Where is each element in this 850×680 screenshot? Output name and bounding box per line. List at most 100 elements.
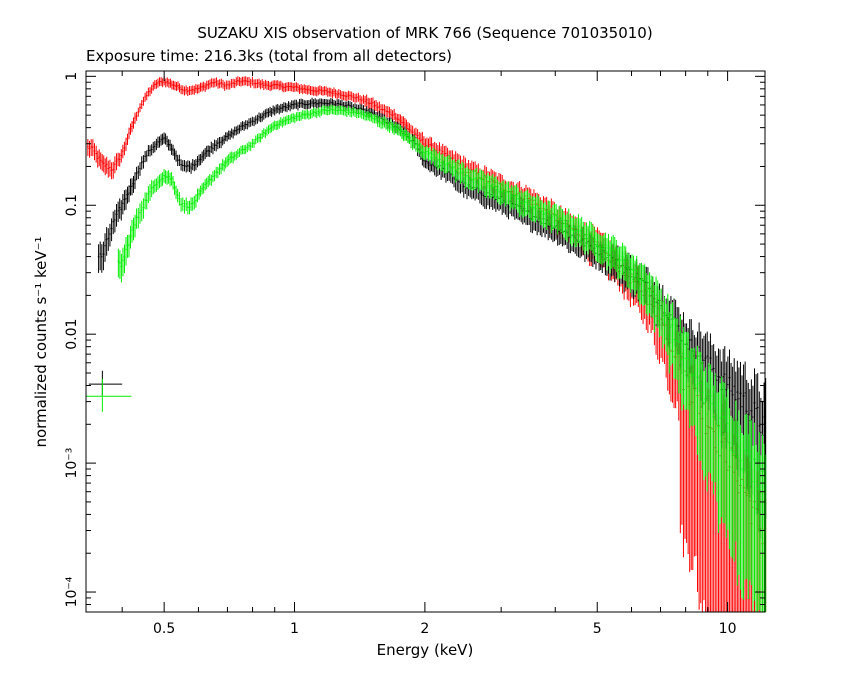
data-point	[653, 276, 668, 352]
data-point	[126, 214, 136, 258]
data-point	[135, 198, 145, 229]
data-point	[753, 422, 767, 612]
data-point	[376, 101, 389, 118]
data-point	[258, 108, 270, 123]
data-point	[135, 96, 145, 121]
data-point	[187, 188, 199, 215]
data-point	[169, 78, 181, 93]
data-point	[117, 189, 127, 222]
data-point	[97, 227, 108, 273]
x-axis-ticks: 0.5 1 2 5 10	[121, 71, 737, 637]
data-point	[205, 77, 221, 90]
data-point	[135, 155, 145, 181]
data-point	[167, 139, 177, 162]
data-point	[152, 136, 161, 154]
data-point	[191, 81, 206, 95]
data-point	[606, 234, 624, 280]
y-tick-label: 10⁻³	[64, 448, 80, 479]
y-tick-label: 10⁻⁴	[64, 576, 80, 607]
data-point	[246, 133, 259, 153]
data-point	[364, 111, 377, 124]
x-tick-label: 0.5	[153, 621, 175, 637]
data-point	[303, 97, 321, 110]
data-point	[107, 153, 118, 180]
data-point	[410, 134, 421, 154]
y-axis-label: normalized counts s⁻¹ keV⁻¹	[32, 236, 50, 447]
data-point	[376, 115, 389, 132]
data-point	[336, 89, 351, 102]
data-point	[320, 86, 337, 99]
data-point	[258, 125, 270, 143]
data-point	[639, 262, 654, 318]
data-point	[566, 208, 588, 255]
data-point	[210, 162, 222, 186]
data-point	[126, 112, 136, 145]
y-tick-label: 0.01	[64, 319, 80, 350]
y-tick-label: 0.1	[64, 194, 80, 216]
data-point	[176, 188, 188, 214]
data-point	[388, 119, 400, 136]
legend-cross-2	[86, 378, 132, 412]
data-point	[198, 145, 211, 166]
data-point	[666, 293, 680, 394]
chart-subtitle: Exposure time: 216.3ks (total from all d…	[86, 47, 452, 65]
data-point	[126, 172, 136, 204]
data-point	[144, 84, 153, 102]
data-point	[180, 85, 192, 97]
chart-title: SUZAKU XIS observation of MRK 766 (Seque…	[197, 24, 652, 42]
data-point	[117, 236, 127, 283]
data-point	[542, 200, 567, 241]
data-point	[679, 316, 697, 437]
data-point	[198, 174, 211, 200]
x-tick-label: 10	[719, 621, 737, 637]
data-point	[696, 345, 718, 502]
y-axis-ticks: 1 0.1 0.01 10⁻³ 10⁻⁴	[64, 72, 765, 613]
data-point	[303, 107, 321, 120]
y-tick-label: 1	[64, 72, 80, 81]
data-point	[160, 132, 168, 148]
series-layer	[87, 76, 767, 612]
data-point	[167, 170, 177, 200]
data-point	[736, 410, 754, 611]
data-point	[420, 143, 434, 165]
data-point	[246, 76, 259, 89]
data-point	[176, 154, 188, 173]
data-point	[320, 104, 337, 116]
data-point	[269, 80, 285, 93]
data-point	[258, 78, 270, 91]
data-point	[233, 144, 247, 161]
data-point	[96, 149, 108, 176]
data-point	[233, 76, 247, 89]
data-point	[717, 376, 737, 562]
legend-crosses	[86, 370, 132, 412]
data-point	[233, 120, 247, 136]
data-point	[587, 220, 607, 265]
data-point	[284, 82, 304, 95]
data-point	[433, 149, 455, 178]
data-point	[269, 102, 285, 117]
data-point	[246, 114, 259, 130]
plot-frame	[85, 70, 766, 613]
data-point	[210, 136, 222, 155]
data-point	[284, 98, 304, 113]
data-point	[350, 106, 365, 120]
data-point	[336, 105, 351, 118]
data-point	[399, 125, 411, 145]
data-point	[152, 174, 161, 195]
data-point	[221, 128, 234, 146]
data-point	[454, 159, 485, 193]
data-point	[152, 77, 161, 91]
data-point	[515, 184, 543, 226]
data-point	[269, 116, 285, 134]
data-point	[350, 91, 365, 106]
data-point	[303, 84, 321, 97]
data-point	[160, 169, 168, 187]
data-point	[221, 151, 234, 172]
data-point	[187, 156, 199, 174]
x-axis-label: Energy (keV)	[377, 641, 474, 659]
data-point	[483, 172, 516, 211]
x-tick-label: 2	[420, 621, 429, 637]
data-point	[117, 137, 127, 167]
